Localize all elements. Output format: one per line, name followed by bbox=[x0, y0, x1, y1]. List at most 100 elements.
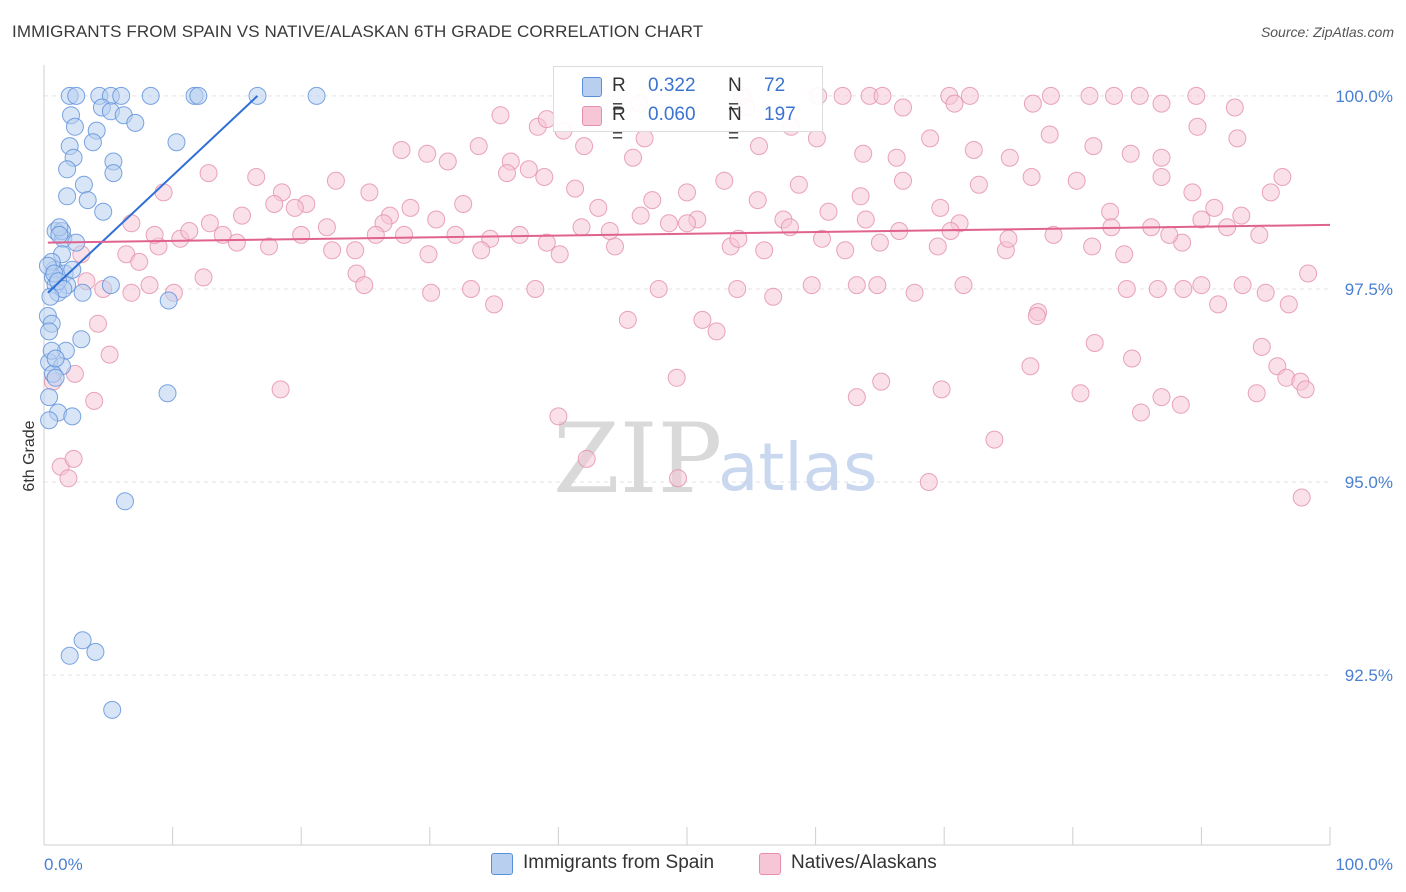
natives-point bbox=[707, 322, 726, 341]
natives-point bbox=[854, 144, 873, 163]
spain-point bbox=[58, 160, 77, 179]
natives-point bbox=[872, 372, 891, 391]
natives-point bbox=[1152, 388, 1171, 407]
natives-point bbox=[1115, 245, 1134, 264]
spain-point bbox=[307, 86, 326, 105]
x-tick-labels: 0.0% 100.0% bbox=[44, 855, 1393, 874]
natives-point bbox=[462, 280, 480, 298]
natives-point bbox=[1152, 94, 1171, 113]
natives-point bbox=[928, 237, 947, 256]
natives-point bbox=[1123, 349, 1141, 368]
natives-point bbox=[1071, 384, 1090, 403]
natives-point bbox=[549, 407, 568, 426]
natives-point bbox=[292, 225, 311, 244]
spain-point bbox=[83, 133, 102, 152]
natives-point bbox=[764, 287, 783, 306]
natives-point bbox=[317, 218, 336, 237]
natives-point bbox=[519, 160, 538, 179]
natives-point bbox=[1261, 183, 1280, 202]
natives-point bbox=[847, 388, 866, 407]
natives-point bbox=[833, 86, 852, 105]
natives-point bbox=[1085, 334, 1104, 352]
natives-point bbox=[140, 276, 159, 295]
natives-point bbox=[1250, 225, 1269, 244]
natives-point bbox=[748, 191, 767, 210]
legend-r-label: R = bbox=[612, 104, 626, 147]
natives-point bbox=[89, 314, 107, 333]
spain-point bbox=[112, 86, 131, 105]
natives-point bbox=[960, 86, 979, 105]
legend-swatch-pink bbox=[582, 106, 602, 126]
natives-point bbox=[964, 141, 983, 159]
natives-point bbox=[667, 368, 686, 387]
natives-point bbox=[130, 252, 149, 271]
natives-point bbox=[438, 152, 457, 171]
axes bbox=[43, 65, 1331, 846]
bottom-legend-label: Natives/Alaskans bbox=[791, 852, 937, 873]
spain-point bbox=[41, 287, 60, 306]
natives-point bbox=[285, 198, 304, 217]
natives-point bbox=[469, 137, 488, 156]
natives-point bbox=[227, 233, 246, 252]
natives-point bbox=[789, 175, 808, 194]
spain-point bbox=[60, 646, 79, 665]
spain-point bbox=[72, 330, 91, 349]
natives-point bbox=[1132, 403, 1150, 422]
natives-point bbox=[600, 222, 619, 240]
natives-point bbox=[856, 210, 875, 229]
natives-point bbox=[819, 202, 838, 221]
natives-point bbox=[526, 280, 545, 298]
spain-point bbox=[116, 492, 134, 511]
natives-point bbox=[589, 198, 608, 217]
natives-point bbox=[1171, 395, 1190, 414]
natives-point bbox=[419, 245, 438, 264]
natives-point bbox=[418, 144, 437, 163]
natives-point bbox=[873, 86, 892, 105]
spain-point bbox=[189, 86, 208, 105]
natives-point bbox=[618, 310, 637, 329]
natives-point bbox=[366, 225, 385, 244]
natives-point bbox=[1040, 125, 1059, 144]
natives-point bbox=[1292, 488, 1311, 507]
chart-title: IMMIGRANTS FROM SPAIN VS NATIVE/ALASKAN … bbox=[12, 22, 704, 41]
natives-point bbox=[1187, 86, 1206, 105]
spain-point bbox=[67, 86, 86, 105]
natives-point bbox=[932, 380, 951, 399]
natives-point bbox=[491, 106, 510, 125]
trend-lines bbox=[47, 95, 1331, 294]
spain-point bbox=[94, 202, 113, 221]
bottom-legend-swatch-blue bbox=[491, 853, 513, 875]
spain-point bbox=[40, 388, 59, 407]
natives-point bbox=[401, 198, 420, 217]
natives-point bbox=[200, 214, 219, 233]
natives-point bbox=[847, 276, 866, 295]
natives-point bbox=[1117, 280, 1136, 298]
natives-point bbox=[1233, 276, 1252, 295]
legend-swatch-blue bbox=[582, 77, 602, 97]
spain-point bbox=[50, 225, 69, 244]
bottom-legend-swatch-pink bbox=[759, 853, 781, 875]
natives-point bbox=[326, 171, 345, 190]
gridlines bbox=[44, 95, 1330, 676]
natives-point bbox=[1247, 384, 1266, 403]
spain-point bbox=[40, 411, 59, 430]
natives-point bbox=[537, 233, 556, 252]
natives-point bbox=[1080, 86, 1099, 105]
natives-point bbox=[85, 391, 104, 410]
natives-point bbox=[631, 206, 650, 225]
natives-point bbox=[919, 473, 938, 491]
natives-point bbox=[247, 168, 266, 186]
natives-point bbox=[233, 206, 251, 225]
natives-point bbox=[693, 310, 712, 329]
natives-point bbox=[154, 183, 173, 202]
natives-point bbox=[678, 183, 696, 202]
natives-point bbox=[1022, 168, 1041, 186]
natives-point bbox=[472, 241, 491, 260]
natives-point bbox=[1152, 148, 1171, 167]
natives-point bbox=[1252, 337, 1271, 356]
correlation-legend: R = 0.322 N = 72 R = 0.060 N = 197 bbox=[553, 66, 823, 147]
natives-point bbox=[265, 195, 284, 213]
natives-point bbox=[945, 94, 964, 113]
natives-point bbox=[566, 179, 585, 198]
